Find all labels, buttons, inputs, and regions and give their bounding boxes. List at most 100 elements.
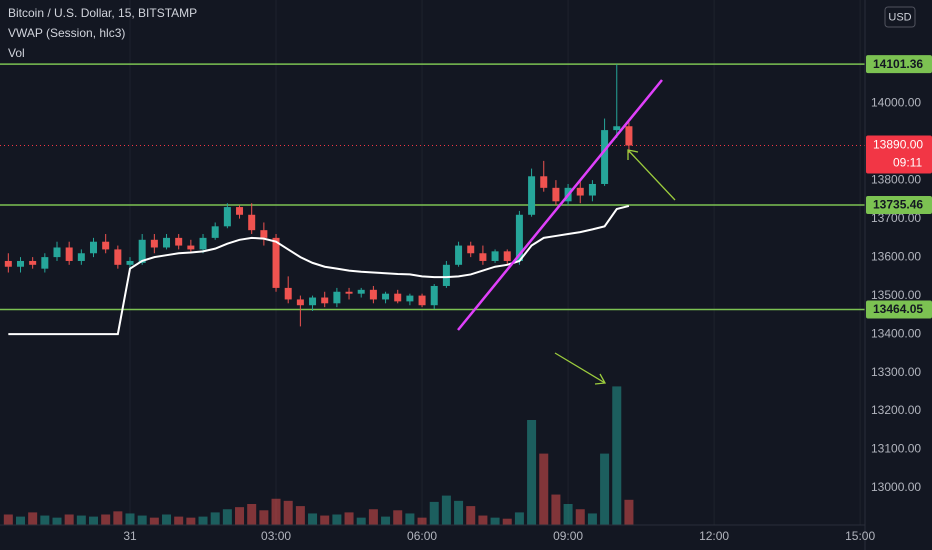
x-tick-label: 31 (123, 529, 137, 543)
candle-body (248, 214, 256, 231)
volume-bar (308, 513, 318, 525)
volume-bar (283, 500, 293, 525)
candle-body (272, 237, 280, 288)
volume-bar (40, 515, 50, 525)
candle-body (236, 207, 244, 215)
currency: USD (888, 11, 911, 23)
volume-bar (101, 514, 111, 525)
candle-body (576, 187, 584, 196)
volume-bar (466, 506, 476, 525)
y-tick-label: 13700.00 (871, 211, 921, 225)
candles (4, 64, 633, 336)
candle-body (625, 126, 633, 146)
volume-bar (514, 512, 524, 525)
candle-body (382, 293, 390, 300)
candle-body (41, 257, 49, 269)
volume-bar (417, 517, 427, 525)
volume-bar (64, 514, 74, 525)
volume-bar (186, 517, 196, 525)
candle-body (442, 264, 450, 286)
volume-bar (149, 517, 159, 525)
candle-body (284, 287, 292, 300)
candle-body (503, 251, 511, 261)
volume-bar (210, 512, 220, 525)
volume-bar (393, 510, 403, 525)
candle-body (418, 295, 426, 306)
candle-body (102, 241, 110, 250)
last-price-tag (866, 135, 932, 174)
volume-bar (162, 514, 172, 525)
vwap-line (8, 204, 630, 336)
candle-body (309, 297, 317, 306)
arrow (554, 352, 607, 385)
y-tick-label: 13400.00 (871, 326, 921, 340)
volume-bar (344, 512, 354, 525)
candle-body (613, 126, 621, 131)
volume-bar (332, 514, 342, 525)
trend-line (457, 79, 663, 331)
last-price-label: 13890.00 (873, 138, 923, 152)
volume-bar (247, 504, 257, 525)
volume-bar (89, 516, 99, 525)
volume-bar (490, 517, 500, 525)
volume-bar (587, 513, 597, 525)
x-tick-label: 09:00 (553, 529, 583, 543)
volume-bar (76, 515, 86, 525)
candle-body (540, 176, 548, 188)
volume-bar (125, 513, 135, 525)
candle-body (16, 260, 24, 267)
volume-bar (600, 453, 610, 525)
volume-bar (52, 517, 62, 525)
candle-body (369, 289, 377, 300)
candle-body (528, 176, 536, 215)
level-label: 13464.05 (873, 302, 923, 316)
volume-bar (15, 516, 25, 525)
volume-bar (441, 495, 451, 525)
candle-body (455, 245, 463, 265)
level-label: 14101.36 (873, 57, 923, 71)
x-tick-label: 15:00 (845, 529, 875, 543)
chart-title: Bitcoin / U.S. Dollar, 15, BITSTAMP (8, 6, 197, 20)
candle-body (187, 245, 195, 250)
candle-body (406, 295, 414, 302)
candle-body (29, 260, 37, 265)
candle-body (515, 214, 523, 261)
candle-body (150, 239, 158, 248)
candle-body (345, 291, 353, 294)
volume-bar (28, 512, 38, 525)
y-tick-label: 13200.00 (871, 403, 921, 417)
y-tick-label: 13100.00 (871, 442, 921, 456)
candle-body (491, 251, 499, 261)
candle-body (211, 226, 219, 238)
candle-body (199, 237, 207, 250)
volume-bar (454, 500, 464, 525)
x-tick-label: 06:00 (407, 529, 437, 543)
candle-body (333, 291, 341, 304)
level-tag (866, 195, 932, 214)
candle-body (163, 237, 171, 248)
volume-bar (551, 494, 561, 525)
candle-body (394, 293, 402, 302)
candle-body (479, 253, 487, 261)
candle-body (467, 245, 475, 254)
volume-bar (502, 518, 512, 525)
volume-bar (429, 501, 439, 525)
volume-bar (381, 516, 391, 525)
volume-bar (3, 514, 13, 525)
volume-bar (624, 499, 634, 525)
candle-body (588, 183, 596, 196)
candle-body (321, 297, 329, 304)
x-tick-label: 12:00 (699, 529, 729, 543)
volume-bar (368, 509, 378, 525)
candle-body (77, 253, 85, 261)
volume-bar (222, 509, 232, 525)
axis-labels: 13000.00 13100.00 13200.00 13300.00 13400.00… (123, 55, 932, 543)
candle-body (4, 260, 12, 267)
candle-body (175, 237, 183, 246)
candle-body (601, 130, 609, 184)
volume-bar (575, 509, 585, 525)
volume-bar (259, 510, 269, 525)
currency-box[interactable] (884, 6, 916, 28)
y-tick-label: 13600.00 (871, 249, 921, 263)
